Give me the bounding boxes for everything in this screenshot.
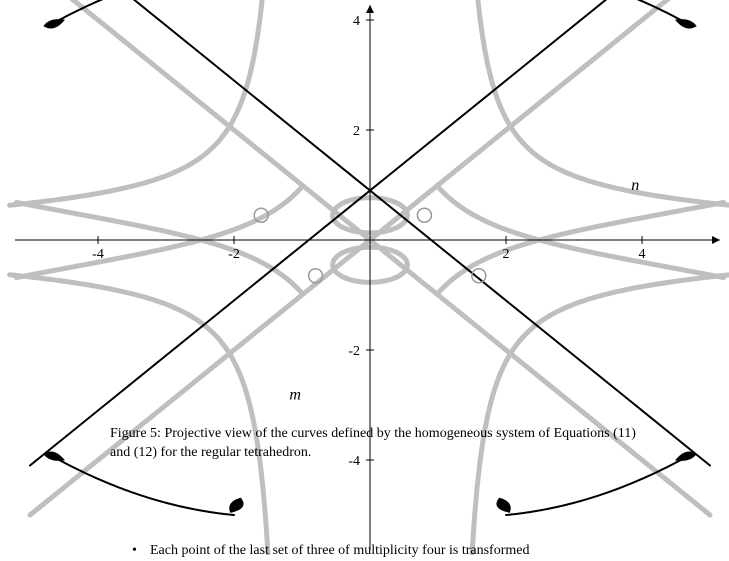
figure-5-plot: -4-224-4-224nm xyxy=(0,0,729,555)
x-axis-arrow xyxy=(712,236,720,244)
curve-black-arc-tip xyxy=(676,452,696,460)
x-tick-label: 2 xyxy=(503,247,510,262)
figure-caption: Figure 5: Projective view of the curves … xyxy=(110,425,640,463)
axis-label-m: m xyxy=(289,387,301,404)
curve-black-arc xyxy=(506,459,683,515)
curve-hyperbola xyxy=(472,0,729,205)
intersection-marker xyxy=(309,269,323,283)
curve-hyperbola xyxy=(10,0,268,205)
curve-hyperbola xyxy=(472,275,729,554)
x-tick-label: -4 xyxy=(92,247,104,262)
curve-black-arc-tip xyxy=(44,452,64,460)
y-tick-label: 4 xyxy=(353,14,360,29)
curve-black-arc-tip xyxy=(44,20,64,28)
body-text-fragment: Each point of the last set of three of m… xyxy=(150,542,620,561)
curve-black-arc xyxy=(57,459,234,515)
x-tick-label: 4 xyxy=(639,247,646,262)
y-tick-label: -2 xyxy=(348,344,360,359)
curve-black-arc-tip xyxy=(497,498,510,512)
x-tick-label: -2 xyxy=(228,247,240,262)
y-axis-arrow xyxy=(366,5,374,13)
intersection-marker xyxy=(417,208,431,222)
y-tick-label: 2 xyxy=(353,124,360,139)
curve-black-arc-tip xyxy=(676,20,696,28)
curve-hyperbola xyxy=(10,275,268,554)
axis-label-n: n xyxy=(631,177,639,194)
curve-black-arc-tip xyxy=(230,498,243,512)
